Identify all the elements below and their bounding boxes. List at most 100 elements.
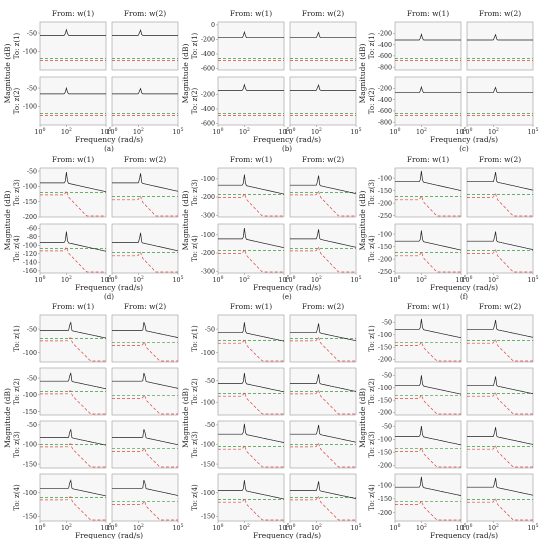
open-loop-response-line (467, 86, 533, 94)
row-label: To: z(1) (191, 32, 199, 59)
from-label-2: From: w(2) (479, 302, 521, 311)
from-label-1: From: w(1) (52, 155, 94, 164)
x-tick-exponent: 5 (536, 523, 539, 529)
subplot-frame (394, 21, 462, 71)
from-label-2: From: w(2) (479, 155, 521, 164)
y-tick-label: -200 (201, 92, 215, 99)
x-tick-exponent: 5 (536, 275, 539, 281)
open-loop-response-line (395, 33, 461, 41)
controlled-response-line (40, 246, 106, 273)
x-tick-exponent: 5 (109, 127, 112, 133)
open-loop-response-line (218, 423, 285, 443)
subplot-frame (217, 76, 285, 126)
x-tick-exponent: 0 (398, 275, 401, 281)
x-tick-label: 105 (279, 275, 290, 284)
x-tick-label: 102 (61, 127, 72, 136)
y-tick-label: -100 (23, 184, 37, 191)
open-loop-response-line (40, 372, 107, 390)
y-tick-label: -200 (378, 410, 392, 417)
panel-label: (c) (459, 145, 469, 153)
subplot-frame (111, 76, 179, 126)
subplot-frame (466, 76, 534, 126)
y-tick-label: -200 (201, 194, 215, 201)
from-label-1: From: w(1) (230, 302, 272, 311)
x-tick-label: 105 (456, 127, 467, 136)
y-axis-label: Magnitude (dB) (181, 388, 190, 448)
y-tick-label: -150 (378, 397, 392, 404)
x-tick-exponent: 2 (141, 523, 144, 529)
x-tick-exponent: 2 (141, 275, 144, 281)
controlled-response-line (112, 341, 178, 362)
open-loop-response-line (112, 372, 179, 389)
subplot-frame (394, 314, 462, 363)
subplot-frame (466, 223, 534, 274)
panel-label: (d) (104, 293, 114, 301)
x-tick-label: 105 (279, 523, 290, 532)
y-tick-label: -200 (23, 214, 37, 221)
y-tick-label: -600 (201, 121, 215, 128)
open-loop-response-line (290, 229, 357, 248)
open-loop-response-line (467, 376, 534, 395)
controlled-response-line (112, 195, 178, 217)
x-tick-label: 102 (61, 275, 72, 284)
x-tick-exponent: 0 (115, 275, 118, 281)
x-tick-label: 105 (101, 523, 112, 532)
open-loop-response-line (218, 83, 284, 91)
row-label: To: z(4) (368, 484, 376, 511)
x-tick-label: 100 (462, 127, 473, 136)
y-tick-label: -50 (382, 423, 392, 430)
x-tick-exponent: 2 (424, 275, 427, 281)
y-tick-label: -150 (378, 244, 392, 251)
y-tick-label: -400 (201, 51, 215, 58)
controlled-response-line (395, 195, 461, 217)
y-tick-label: -50 (205, 422, 215, 429)
y-tick-label: -100 (378, 332, 392, 339)
x-tick-exponent: 2 (69, 523, 72, 529)
open-loop-response-line (290, 31, 356, 39)
subplot-frame (39, 21, 107, 71)
y-tick-label: -200 (378, 463, 392, 470)
x-tick-exponent: 5 (464, 275, 467, 281)
open-loop-response-line (395, 375, 462, 395)
x-tick-label: 102 (311, 275, 322, 284)
y-tick-label: -50 (27, 168, 37, 175)
x-tick-label: 100 (285, 127, 296, 136)
x-tick-label: 105 (351, 275, 362, 284)
open-loop-response-line (112, 479, 179, 496)
y-tick-label: -150 (378, 450, 392, 457)
x-tick-label: 100 (107, 275, 118, 284)
panel-label: (a) (104, 145, 114, 153)
from-label-1: From: w(1) (52, 9, 94, 18)
open-loop-response-line (218, 174, 285, 195)
open-loop-response-line (40, 28, 106, 36)
y-tick-label: -400 (201, 106, 215, 113)
x-axis-label: Frequency (rad/s) (253, 531, 321, 539)
open-loop-response-line (112, 232, 179, 252)
panel-label: (f) (460, 293, 468, 301)
subplot-frame (111, 420, 179, 469)
controlled-response-line (395, 499, 461, 521)
x-tick-label: 100 (35, 127, 46, 136)
from-label-2: From: w(2) (479, 9, 521, 18)
subplot-frame (39, 76, 107, 126)
x-axis-label: Frequency (rad/s) (430, 531, 498, 539)
y-tick-label: -100 (378, 385, 392, 392)
x-tick-label: 100 (213, 275, 224, 284)
x-axis-label: Frequency (rad/s) (253, 283, 321, 292)
subplot-frame (217, 21, 285, 71)
x-tick-exponent: 0 (293, 127, 296, 133)
x-tick-label: 100 (35, 275, 46, 284)
open-loop-response-line (290, 374, 357, 392)
controlled-response-line (290, 442, 356, 468)
y-tick-label: -100 (378, 175, 392, 182)
open-loop-response-line (40, 86, 106, 95)
open-loop-response-line (467, 477, 534, 496)
subplot-frame (394, 420, 462, 469)
open-loop-response-line (112, 87, 178, 95)
subplot-frame (111, 21, 179, 71)
open-loop-response-line (290, 481, 357, 499)
y-tick-label: -150 (201, 514, 215, 521)
x-tick-label: 102 (488, 275, 499, 284)
row-label: To: z(4) (13, 484, 21, 511)
row-label: To: z(1) (13, 325, 21, 352)
